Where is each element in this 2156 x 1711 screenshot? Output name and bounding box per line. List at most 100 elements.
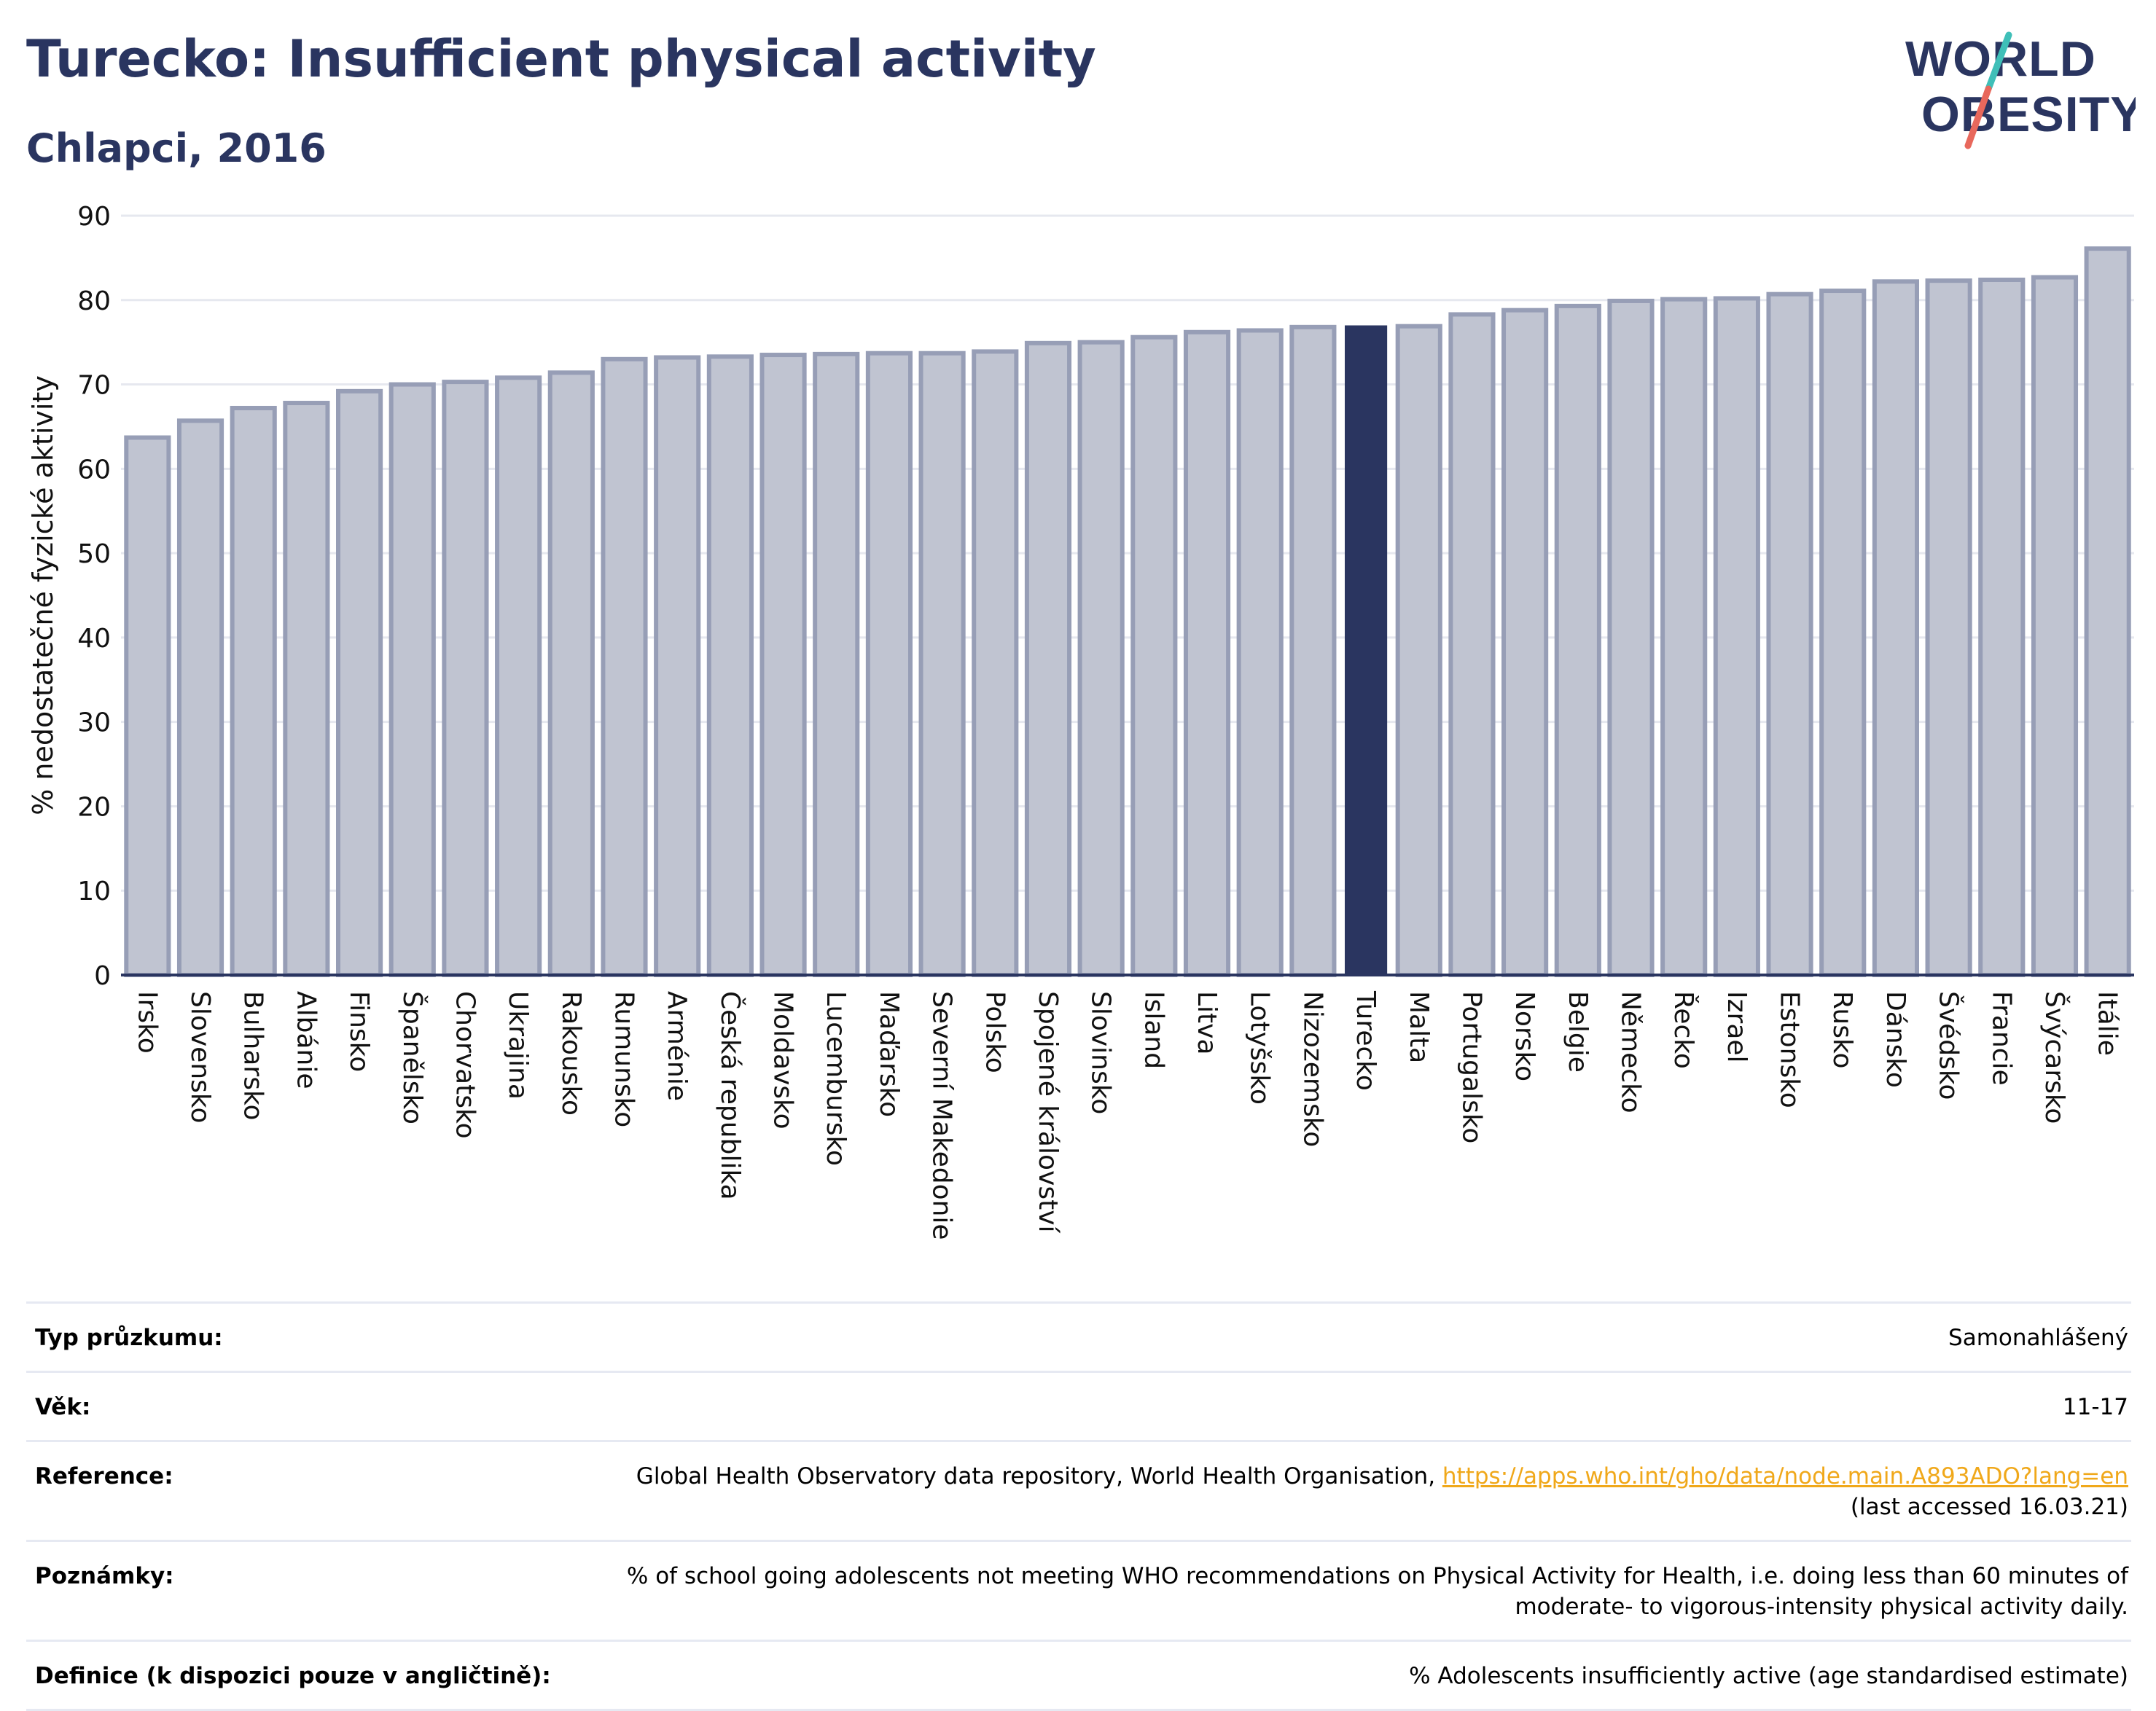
logo-slash-top	[1985, 31, 2012, 93]
bar	[1289, 324, 1337, 977]
meta-label: Typ průzkumu:	[35, 1325, 223, 1351]
bar	[176, 418, 224, 977]
meta-value: % of school going adolescents not meetin…	[627, 1561, 2128, 1622]
meta-label: Věk:	[35, 1394, 91, 1420]
bar	[1236, 328, 1284, 977]
bar	[230, 405, 277, 977]
meta-label: Reference:	[35, 1463, 173, 1489]
x-tick-label: Bulharsko	[238, 991, 268, 1121]
meta-row-survey-type: Typ průzkumu: Samonahlášený	[26, 1301, 2131, 1371]
bar	[2084, 246, 2131, 977]
bar	[654, 355, 701, 977]
x-tick-label: Finsko	[344, 991, 374, 1072]
reference-text: Global Health Observatory data repositor…	[636, 1463, 1442, 1489]
x-tick-label: Turecko	[1351, 990, 1380, 1091]
x-tick-label: Maďarsko	[874, 991, 904, 1117]
metadata-table: Typ průzkumu: Samonahlášený Věk: 11-17 R…	[26, 1301, 2131, 1711]
x-tick-label: Irsko	[132, 991, 162, 1054]
reference-link[interactable]: https://apps.who.int/gho/data/node.main.…	[1442, 1463, 2128, 1489]
x-tick-label: Spojené království	[1033, 991, 1063, 1234]
x-tick-label: Itálie	[2093, 991, 2122, 1056]
y-tick-label: 60	[77, 455, 111, 485]
reference-accessed: (last accessed 16.03.21)	[1850, 1494, 2128, 1520]
x-tick-label: Rusko	[1827, 991, 1857, 1069]
x-tick-label: Dánsko	[1880, 991, 1910, 1088]
bar	[706, 354, 754, 977]
x-tick-label: Ukrajina	[503, 991, 533, 1100]
x-tick-label: Norsko	[1509, 991, 1539, 1081]
bar	[865, 351, 913, 977]
x-tick-label: Česká republika	[715, 991, 746, 1200]
bar	[1766, 291, 1813, 977]
x-tick-label: Izrael	[1722, 991, 1751, 1063]
bar	[1872, 279, 1919, 978]
bar	[1448, 312, 1496, 977]
x-tick-label: Litva	[1192, 991, 1222, 1055]
x-tick-label: Portugalsko	[1456, 991, 1486, 1143]
meta-value: Global Health Observatory data repositor…	[636, 1461, 2128, 1522]
x-tick-label: Nizozemsko	[1297, 991, 1327, 1147]
bar	[759, 353, 807, 977]
x-tick-label: Polsko	[980, 991, 1009, 1073]
bar	[1978, 277, 2026, 978]
meta-row-notes: Poznámky: % of school going adolescents …	[26, 1540, 2131, 1640]
bar	[1554, 303, 1601, 978]
meta-row-age: Věk: 11-17	[26, 1371, 2131, 1440]
x-tick-label: Lotyšsko	[1245, 991, 1275, 1105]
y-tick-label: 30	[77, 708, 111, 738]
x-tick-label: Island	[1138, 991, 1168, 1069]
x-tick-label: Albánie	[291, 991, 321, 1089]
bar	[124, 435, 171, 977]
x-tick-label: Arménie	[662, 991, 692, 1101]
x-tick-label: Moldavsko	[768, 991, 798, 1129]
x-tick-label: Slovinsko	[1086, 991, 1116, 1114]
y-tick-label: 80	[77, 286, 111, 316]
x-tick-label: Estonsko	[1775, 991, 1805, 1108]
meta-label: Poznámky:	[35, 1563, 174, 1589]
x-tick-label: Rumunsko	[609, 991, 639, 1127]
bar	[442, 380, 489, 977]
bar	[1077, 340, 1125, 977]
y-tick-label: 10	[77, 877, 111, 907]
notes-line2: moderate- to vigorous-intensity physical…	[1515, 1594, 2128, 1620]
x-tick-label: Severní Makedonie	[927, 991, 957, 1240]
meta-row-definition: Definice (k dispozici pouze v angličtině…	[26, 1640, 2131, 1711]
x-tick-label: Německo	[1616, 991, 1646, 1113]
bar	[1925, 278, 1972, 978]
bar	[1395, 324, 1442, 977]
x-tick-label: Slovensko	[185, 991, 215, 1124]
bar	[1024, 340, 1072, 977]
bar	[918, 351, 966, 977]
meta-label: Definice (k dispozici pouze v angličtině…	[35, 1663, 551, 1689]
page-subtitle: Chlapci, 2016	[26, 125, 327, 171]
bar-highlighted	[1345, 325, 1388, 975]
bar	[547, 370, 595, 977]
y-tick-label: 90	[77, 202, 111, 232]
x-tick-label: Lucembursko	[821, 991, 851, 1166]
notes-line1: % of school going adolescents not meetin…	[626, 1563, 2128, 1589]
bar-chart: 0 10 20 30 40 50 60 70 80 90 % nedostatečné fyzick…	[27, 202, 2134, 1240]
meta-value: 11-17	[2062, 1394, 2128, 1420]
bar	[601, 356, 648, 978]
bar	[1607, 298, 1655, 977]
logo-line2: OBESITY	[1921, 87, 2136, 142]
bar	[336, 388, 383, 977]
bar	[1130, 334, 1178, 978]
x-tick-label: Belgie	[1563, 991, 1593, 1073]
x-tick-label: Řecko	[1668, 991, 1699, 1069]
y-tick-label: 40	[77, 624, 111, 654]
bar	[1660, 297, 1708, 977]
meta-value: % Adolescents insufficiently active (age…	[1409, 1663, 2128, 1689]
x-tick-label: Švýcarsko	[2039, 991, 2070, 1124]
bar	[1713, 296, 1760, 977]
bar	[2031, 275, 2079, 978]
bar	[813, 351, 860, 977]
bar	[1501, 308, 1549, 978]
world-obesity-logo: WORLD OBESITY	[1905, 31, 2136, 149]
x-tick-label: Chorvatsko	[450, 991, 480, 1139]
meta-value: Samonahlášený	[1948, 1325, 2128, 1351]
bar	[283, 401, 330, 977]
x-tick-label: Švédsko	[1934, 991, 1964, 1100]
page-title: Turecko: Insufficient physical activity	[26, 29, 1096, 89]
logo-slash-bottom	[1964, 85, 1992, 149]
